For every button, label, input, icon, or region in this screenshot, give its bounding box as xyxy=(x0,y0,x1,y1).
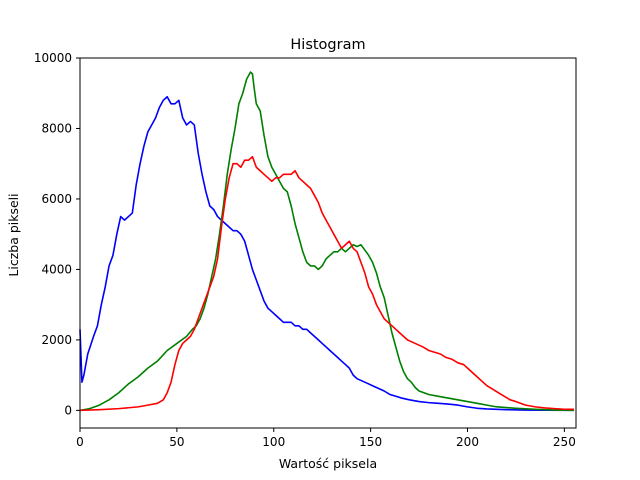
series-line-blue xyxy=(79,95,575,412)
y-tick-label: 8000 xyxy=(41,121,72,135)
y-tick-label: 6000 xyxy=(41,192,72,206)
y-tick-label: 10000 xyxy=(34,51,72,65)
x-tick-label: 150 xyxy=(359,435,382,449)
y-axis-label: Liczba pikseli xyxy=(6,193,21,276)
y-tick-label: 2000 xyxy=(41,333,72,347)
y-axis-ticks: 0 2000 4000 6000 8000 10000 xyxy=(34,51,80,417)
x-axis-label: Wartość piksela xyxy=(279,456,377,471)
y-tick-label: 4000 xyxy=(41,262,72,276)
x-tick-label: 200 xyxy=(456,435,479,449)
x-tick-label: 250 xyxy=(553,435,576,449)
y-tick-label: 0 xyxy=(64,403,72,417)
x-tick-label: 0 xyxy=(76,435,84,449)
plot-area-frame xyxy=(79,57,577,429)
series-line-red xyxy=(79,155,575,412)
series-layer xyxy=(79,71,575,412)
chart-title: Histogram xyxy=(290,37,365,53)
x-tick-label: 50 xyxy=(169,435,184,449)
x-tick-label: 100 xyxy=(262,435,285,449)
series-line-green xyxy=(79,71,575,412)
x-axis-ticks: 0 50 100 150 200 250 xyxy=(76,428,576,449)
